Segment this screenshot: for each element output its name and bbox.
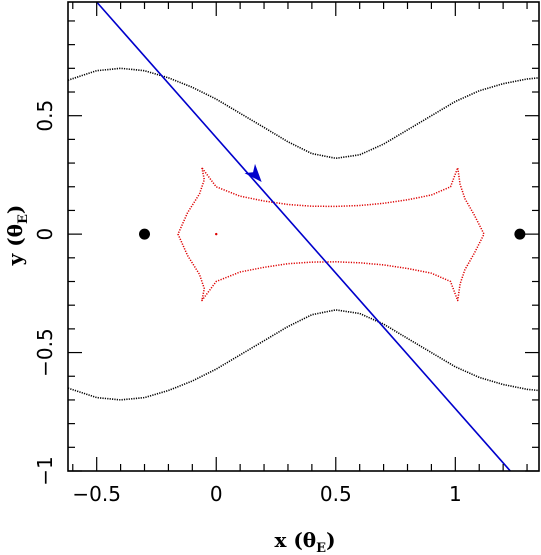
critical-curve-upper xyxy=(67,67,540,160)
trajectory-line xyxy=(96,1,511,472)
trajectory-arrowhead xyxy=(244,163,262,183)
x-tick-label: 0 xyxy=(210,482,223,506)
x-axis-label: x (θE) xyxy=(274,528,335,555)
plot-frame xyxy=(67,1,540,472)
y-tick-label: 0.5 xyxy=(33,100,57,132)
y-tick-label: 0 xyxy=(33,228,57,241)
source-trajectory xyxy=(96,1,511,472)
plot-border xyxy=(67,1,540,472)
lens-point-2 xyxy=(514,228,526,240)
lens-point-1 xyxy=(139,228,151,240)
tick-labels: −0.5 0 0.5 1 −1 −0.5 0 0.5 xyxy=(33,100,462,506)
x-tick-label: 1 xyxy=(449,482,462,506)
caustic-central-point xyxy=(215,232,218,236)
y-tick-label: −1 xyxy=(33,456,57,485)
x-tick-label: 0.5 xyxy=(320,482,352,506)
caustic-curve xyxy=(177,167,485,302)
lens-markers xyxy=(139,228,526,240)
axis-ticks xyxy=(68,2,539,472)
x-tick-label: −0.5 xyxy=(72,482,121,506)
critical-curve-lower xyxy=(67,309,540,401)
caustic-line xyxy=(177,167,485,302)
critical-curves xyxy=(67,67,540,401)
y-tick-label: −0.5 xyxy=(33,328,57,377)
y-axis-label: y (θE) xyxy=(3,205,31,267)
